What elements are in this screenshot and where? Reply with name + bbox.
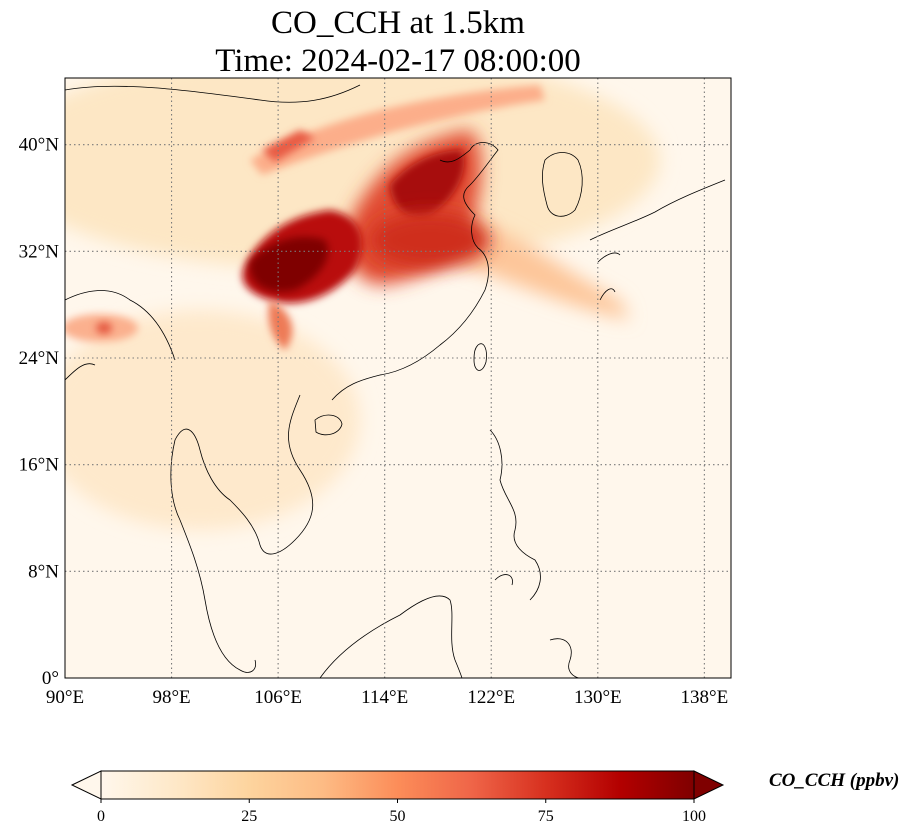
colorbar-ticks: 0 25 50 75 100 <box>97 799 706 825</box>
sulawesi-coastline <box>549 638 581 678</box>
lon-tick-label: 122°E <box>467 687 515 708</box>
lon-tick-label: 114°E <box>361 687 408 708</box>
plume-north-spot <box>262 130 315 162</box>
hainan-coastline <box>314 414 343 436</box>
map-subtitle: Time: 2024-02-17 08:00:00 <box>215 43 581 79</box>
plume-sichuan-core <box>249 236 329 292</box>
plume-north-china-core <box>390 150 465 217</box>
lat-tick-label: 16°N <box>19 455 60 476</box>
philippines-coastline <box>489 429 541 601</box>
colorbar-extend-low <box>70 770 102 800</box>
lat-tick-label: 0° <box>42 668 59 689</box>
latitude-tick-labels: 0° 8°N 16°N 24°N 32°N 40°N <box>19 135 60 689</box>
plume-sichuan-tail <box>268 300 293 350</box>
haze-indochina <box>65 310 360 530</box>
colorbar-tick-label: 50 <box>390 808 406 825</box>
colorbar-tick-label: 0 <box>97 808 105 825</box>
north-border <box>65 84 361 103</box>
lon-tick-label: 90°E <box>46 687 84 708</box>
haze-north <box>65 78 660 270</box>
borneo-coastline <box>319 595 463 678</box>
plume-yangtze <box>370 212 490 268</box>
colorbar-body <box>100 770 695 800</box>
lat-tick-label: 8°N <box>28 561 59 582</box>
korea-coastline <box>541 152 583 217</box>
west-borders <box>65 290 176 381</box>
colorbar-tick-label: 75 <box>538 808 554 825</box>
colorbar-tick-label: 100 <box>682 808 706 825</box>
lon-tick-label: 98°E <box>152 687 190 708</box>
colorbar: 0 25 50 75 100 <box>70 770 725 825</box>
map-title: CO_CCH at 1.5km <box>271 5 525 41</box>
colorbar-label: CO_CCH (ppbv) <box>769 770 900 791</box>
lat-tick-label: 24°N <box>19 348 60 369</box>
china-coastline <box>331 142 499 401</box>
gridlines <box>65 78 731 678</box>
lat-tick-label: 32°N <box>19 241 60 262</box>
lon-tick-label: 130°E <box>574 687 622 708</box>
longitude-tick-labels: 90°E 98°E 106°E 114°E 122°E 130°E 138°E <box>46 687 728 708</box>
lat-tick-label: 40°N <box>19 135 60 156</box>
coastlines <box>65 84 726 678</box>
map-frame <box>64 77 732 679</box>
colorbar-tick-label: 25 <box>241 808 257 825</box>
concentration-field <box>65 78 660 530</box>
lon-tick-label: 138°E <box>681 687 729 708</box>
lon-tick-label: 106°E <box>254 687 302 708</box>
colorbar-extend-high <box>693 770 725 800</box>
plume-north-band <box>250 85 545 175</box>
plume-myanmar-core <box>96 322 112 334</box>
taiwan-coastline <box>473 343 487 371</box>
plume-outflow <box>455 215 630 320</box>
indochina-coastline <box>170 394 314 673</box>
japan-coastline <box>589 179 726 301</box>
